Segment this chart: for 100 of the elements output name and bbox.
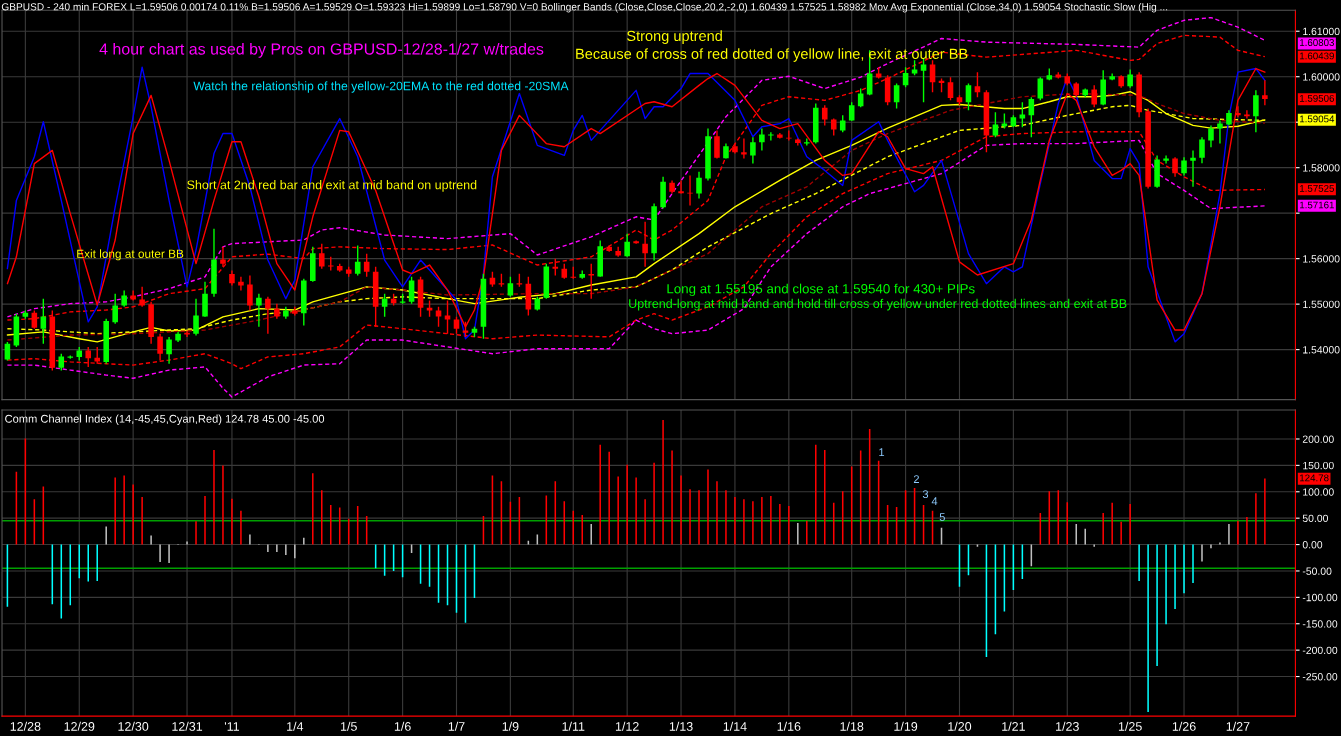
candlestick — [768, 131, 774, 142]
candlestick — [4, 341, 11, 362]
x-tick-label: 1/14 — [723, 721, 747, 731]
x-tick-label: 1/7 — [448, 721, 465, 731]
candlestick — [1172, 156, 1178, 178]
candlestick — [965, 82, 972, 112]
candlestick — [741, 137, 747, 160]
candlestick — [202, 281, 208, 318]
text: 1.60439 — [1300, 52, 1334, 60]
y-tick-label: 1.60000 — [1303, 73, 1340, 81]
annotation: 3 — [922, 490, 929, 499]
x-tick-label: 1/26 — [1172, 721, 1196, 731]
x-tick-label: 1/13 — [669, 721, 693, 731]
candlestick — [1190, 149, 1196, 188]
candlestick — [750, 136, 756, 165]
candlestick — [929, 59, 936, 93]
annotation: Watch the relationship of the yellow-20EMA to the red dotted -20SMA — [193, 81, 569, 93]
text: 1.57161 — [1300, 201, 1334, 209]
chart-title: Comm Channel Index (14,-45,45,Cyan,Red) 124.78 45.00 -45.00 — [5, 414, 325, 425]
y-tick-label: 1.54000 — [1303, 346, 1340, 354]
candlestick — [1127, 68, 1133, 89]
x-tick-label: 1/19 — [894, 721, 918, 731]
chart-title: GBPUSD - 240 min FOREX L=1.59506 0.00174 0.11% B=1.59506 A=1.59529 O=1.59323 Hi=1.59899 Lo=1.58790 V=0 Bollinger Bands (Close,Close,Close,20,2,-2,0) 1.60439 1.57525 1.58982 Mov Avg Exponential (Close,34,0) 1.59054 Stochastic Slow (Hig ... — [1, 2, 1168, 13]
y-tick-label: 1.61000 — [1303, 27, 1340, 36]
candlestick — [247, 274, 253, 312]
annotation: 4 — [931, 497, 938, 505]
candlestick — [256, 292, 262, 328]
x-tick-label: 1/27 — [1226, 721, 1250, 731]
candlestick — [714, 129, 720, 160]
candlestick — [992, 111, 999, 138]
x-tick-label: 1/25 — [1118, 721, 1142, 731]
x-tick-label: 1/5 — [340, 721, 357, 731]
y-tick-label: 0.00 — [1302, 541, 1323, 549]
candlestick — [220, 246, 226, 268]
x-tick-label: 12/28 — [10, 721, 41, 731]
candlestick — [624, 232, 630, 258]
candlestick — [354, 244, 361, 277]
x-tick-label: '11 — [224, 722, 240, 731]
y-tick-label: 1.55000 — [1303, 300, 1340, 309]
candlestick — [318, 242, 325, 270]
y-tick-label: 100.00 — [1303, 488, 1334, 496]
x-tick-label: 1/23 — [1056, 721, 1079, 731]
annotation: Strong uptrend — [627, 30, 722, 44]
x-tick-label: 1/18 — [840, 721, 864, 731]
y-tick-label: 150.00 — [1303, 461, 1334, 470]
candlestick — [1199, 136, 1205, 164]
candlestick — [1163, 154, 1169, 165]
y-tick-label: 200.00 — [1302, 435, 1334, 443]
candlestick — [1037, 76, 1044, 102]
candlestick — [633, 239, 639, 245]
y-tick-label: 1.56000 — [1303, 255, 1340, 263]
candlestick — [786, 129, 792, 142]
candlestick — [1244, 109, 1250, 120]
text: 1.59506 — [1300, 94, 1334, 102]
x-tick-label: 12/30 — [118, 721, 149, 731]
text: 124.78 — [1300, 474, 1329, 482]
x-tick-label: 12/31 — [172, 721, 203, 731]
candlestick — [821, 104, 828, 127]
candlestick — [696, 171, 702, 200]
x-tick-label: 1/21 — [1002, 721, 1025, 731]
y-tick-label: 50.00 — [1302, 514, 1329, 523]
candlestick — [1217, 119, 1223, 145]
x-tick-label: 1/4 — [287, 721, 304, 731]
candlestick — [974, 71, 981, 98]
x-tick-label: 1/20 — [948, 721, 972, 731]
candlestick — [893, 82, 900, 110]
y-tick-label: -100.00 — [1302, 593, 1338, 602]
x-tick-label: 1/16 — [777, 721, 801, 731]
x-tick-label: 12/29 — [64, 721, 95, 731]
candlestick — [687, 174, 693, 207]
candlestick — [947, 76, 954, 102]
candlestick — [759, 127, 765, 152]
candlestick — [112, 292, 118, 325]
text: 1.60803 — [1300, 39, 1334, 47]
x-tick-label: 1/11 — [562, 721, 585, 731]
candlestick — [1181, 156, 1187, 177]
candlestick — [642, 221, 648, 268]
text: 1.57525 — [1300, 185, 1335, 192]
candlestick — [1235, 105, 1241, 118]
y-tick-label: 1.58000 — [1303, 164, 1340, 172]
x-tick-label: 1/12 — [615, 721, 639, 731]
annotation: 5 — [939, 513, 945, 522]
candlestick — [408, 276, 415, 305]
annotation: Uptrend-long at mid band and hold till cross of yellow under red dotted lines and exit at BB — [629, 298, 1127, 311]
candlestick — [1091, 84, 1097, 108]
candlestick — [157, 333, 163, 362]
candlestick — [193, 297, 199, 337]
y-tick-label: -150.00 — [1302, 620, 1338, 628]
y-tick-label: -250.00 — [1302, 673, 1338, 681]
candlestick — [1208, 124, 1214, 148]
candlestick — [265, 296, 271, 335]
candlestick — [139, 286, 145, 308]
annotation: 2 — [913, 475, 919, 483]
candlestick — [166, 336, 172, 365]
annotation: 4 hour chart as used by Pros on GBPUSD-12/28-1/27 w/trades — [99, 42, 544, 58]
candlestick — [1253, 89, 1259, 133]
candlestick — [40, 297, 47, 345]
text: 1.59054 — [1300, 115, 1335, 123]
annotation: 1 — [879, 448, 885, 456]
candlestick — [238, 276, 244, 292]
